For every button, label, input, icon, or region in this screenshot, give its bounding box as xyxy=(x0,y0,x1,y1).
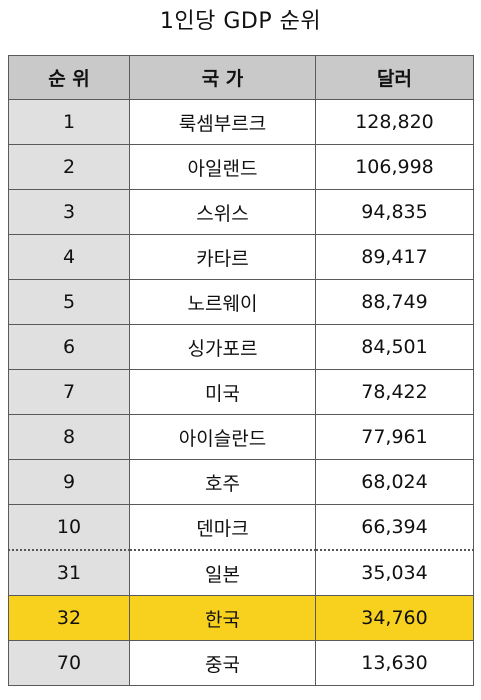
usd-cell: 88,749 xyxy=(315,279,474,325)
rank-cell: 5 xyxy=(8,279,130,325)
country-cell: 노르웨이 xyxy=(129,279,316,325)
usd-cell: 68,024 xyxy=(315,459,474,505)
table-header-row: 순 위 국 가 달러 xyxy=(8,55,474,100)
usd-cell: 34,760 xyxy=(315,595,474,641)
table-row: 31 일본 35,034 xyxy=(8,549,474,596)
country-cell: 아이슬란드 xyxy=(129,414,316,460)
rank-cell: 32 xyxy=(8,595,130,641)
rank-cell: 3 xyxy=(8,189,130,235)
table-row: 4 카타르 89,417 xyxy=(8,234,474,280)
table-title: 1인당 GDP 순위 xyxy=(159,9,322,34)
country-cell: 덴마크 xyxy=(129,504,316,551)
rank-cell: 2 xyxy=(8,144,130,190)
header-rank: 순 위 xyxy=(8,55,130,100)
usd-cell: 13,630 xyxy=(315,640,474,686)
usd-cell: 77,961 xyxy=(315,414,474,460)
usd-cell: 89,417 xyxy=(315,234,474,280)
usd-cell: 94,835 xyxy=(315,189,474,235)
country-cell: 스위스 xyxy=(129,189,316,235)
table-row: 3 스위스 94,835 xyxy=(8,189,474,235)
table-row: 2 아일랜드 106,998 xyxy=(8,144,474,190)
usd-cell: 84,501 xyxy=(315,324,474,370)
gdp-ranking-table: 순 위 국 가 달러 1 룩셈부르크 128,820 2 아일랜드 106,998 3 스위스… xyxy=(8,55,474,686)
country-cell: 카타르 xyxy=(129,234,316,280)
rank-cell: 9 xyxy=(8,459,130,505)
country-cell: 싱가포르 xyxy=(129,324,316,370)
table-row: 9 호주 68,024 xyxy=(8,459,474,505)
table-row: 8 아이슬란드 77,961 xyxy=(8,414,474,460)
table-row: 10 덴마크 66,394 xyxy=(8,504,474,551)
rank-cell: 8 xyxy=(8,414,130,460)
country-cell: 호주 xyxy=(129,459,316,505)
header-usd: 달러 xyxy=(315,55,474,100)
usd-cell: 128,820 xyxy=(315,99,474,145)
table-row: 70 중국 13,630 xyxy=(8,640,474,686)
country-cell: 한국 xyxy=(129,595,316,641)
usd-cell: 106,998 xyxy=(315,144,474,190)
rank-cell: 31 xyxy=(8,549,130,596)
rank-cell: 10 xyxy=(8,504,130,551)
country-cell: 중국 xyxy=(129,640,316,686)
table-row: 1 룩셈부르크 128,820 xyxy=(8,99,474,145)
table-row: 7 미국 78,422 xyxy=(8,369,474,415)
usd-cell: 78,422 xyxy=(315,369,474,415)
rank-cell: 1 xyxy=(8,99,130,145)
country-cell: 아일랜드 xyxy=(129,144,316,190)
country-cell: 일본 xyxy=(129,549,316,596)
table-row: 32 한국 34,760 xyxy=(8,595,474,641)
rank-cell: 70 xyxy=(8,640,130,686)
rank-cell: 6 xyxy=(8,324,130,370)
country-cell: 미국 xyxy=(129,369,316,415)
rank-cell: 7 xyxy=(8,369,130,415)
usd-cell: 35,034 xyxy=(315,549,474,596)
rank-cell: 4 xyxy=(8,234,130,280)
table-row: 6 싱가포르 84,501 xyxy=(8,324,474,370)
table-row: 5 노르웨이 88,749 xyxy=(8,279,474,325)
country-cell: 룩셈부르크 xyxy=(129,99,316,145)
header-country: 국 가 xyxy=(129,55,316,100)
usd-cell: 66,394 xyxy=(315,504,474,551)
